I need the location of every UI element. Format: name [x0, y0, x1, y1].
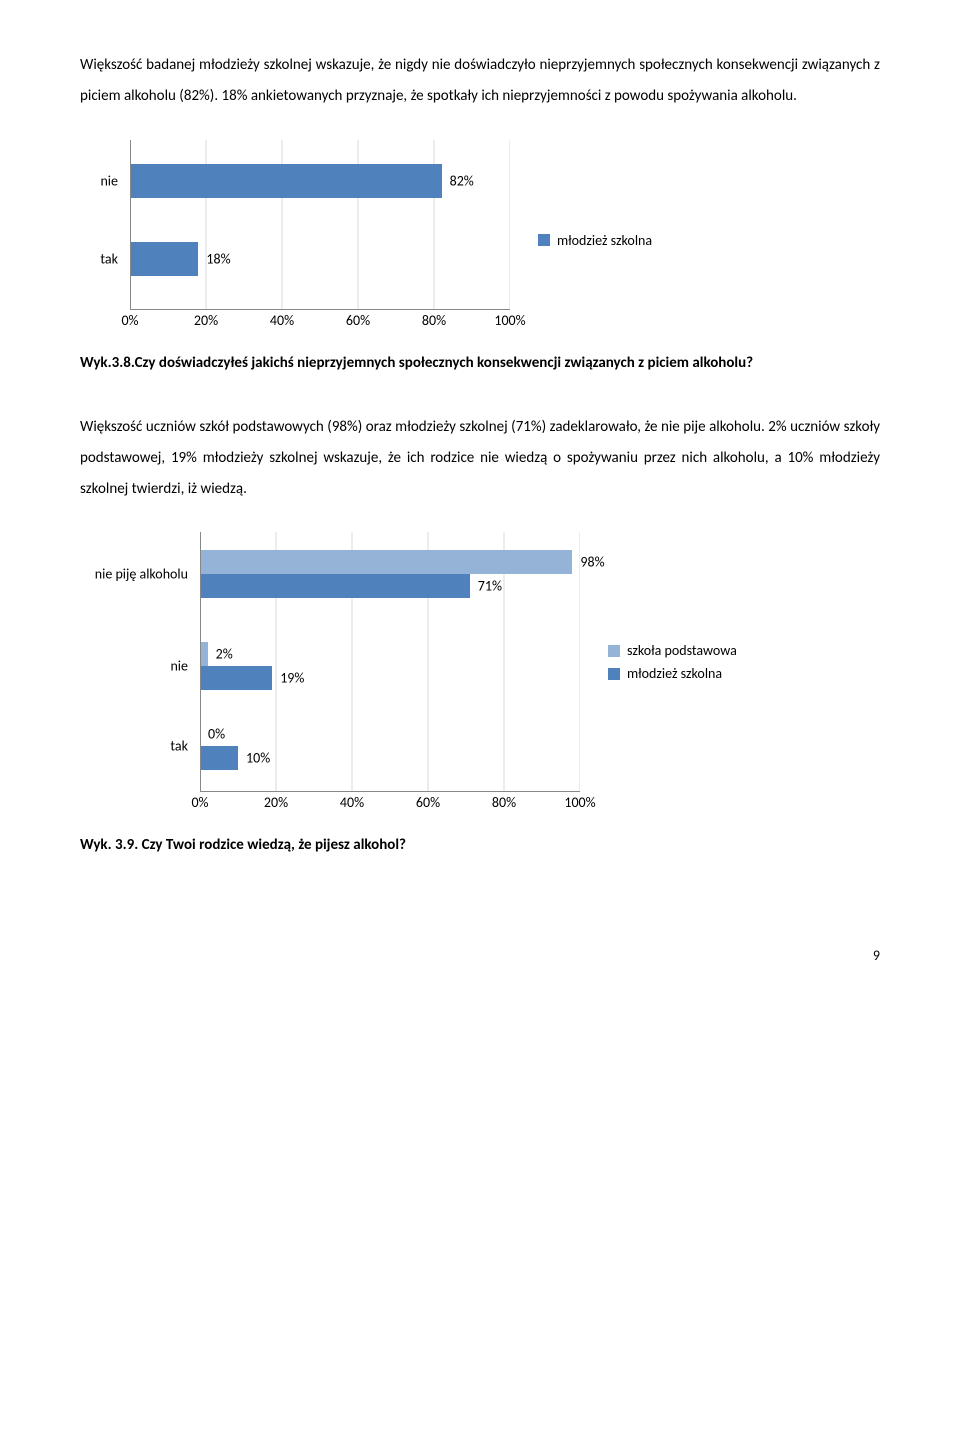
bar-group: nie piję alkoholu 98% 71%	[200, 550, 580, 598]
legend-label: młodzież szkolna	[627, 665, 722, 682]
value-label: 71%	[478, 578, 502, 595]
category-label: nie piję alkoholu	[95, 566, 200, 583]
bar: 10%	[200, 746, 580, 770]
x-tick: 80%	[492, 794, 516, 811]
category-label: tak	[100, 250, 130, 267]
bar-fill	[130, 164, 442, 198]
x-tick: 40%	[270, 312, 294, 329]
category-label: nie	[100, 172, 130, 189]
chart-2-caption: Wyk. 3.9. Czy Twoi rodzice wiedzą, że pi…	[80, 834, 880, 857]
paragraph-1: Większość badanej młodzieży szkolnej wsk…	[80, 50, 880, 112]
legend-item: młodzież szkolna	[538, 232, 652, 249]
bar-group: tak 0% 10%	[200, 722, 580, 770]
bar-fill	[200, 574, 470, 598]
value-label: 10%	[246, 750, 270, 767]
legend-swatch	[608, 645, 620, 657]
legend-item: młodzież szkolna	[608, 665, 737, 682]
x-tick: 20%	[194, 312, 218, 329]
bar-fill	[200, 550, 572, 574]
category-label: tak	[170, 738, 200, 755]
legend: szkoła podstawowa młodzież szkolna	[608, 642, 737, 688]
legend-label: szkoła podstawowa	[627, 642, 737, 659]
x-tick: 20%	[264, 794, 288, 811]
paragraph-2: Większość uczniów szkół podstawowych (98…	[80, 412, 880, 504]
bar: tak 18%	[130, 242, 510, 276]
value-label: 0%	[208, 726, 225, 743]
value-label: 82%	[450, 172, 474, 189]
bar-fill	[130, 242, 198, 276]
bar-fill	[200, 746, 238, 770]
bar-group: nie 2% 19%	[200, 642, 580, 690]
chart-1: nie 82% tak 18% młodzież szkolna 0% 20% 40…	[80, 140, 880, 334]
x-tick: 60%	[346, 312, 370, 329]
legend: młodzież szkolna	[538, 232, 652, 255]
value-label: 2%	[216, 646, 233, 663]
bar: 0%	[200, 722, 580, 746]
bar: nie 82%	[130, 164, 510, 198]
x-tick: 40%	[340, 794, 364, 811]
category-label: nie	[170, 658, 200, 675]
value-label: 18%	[206, 250, 230, 267]
value-label: 98%	[580, 554, 604, 571]
x-tick: 80%	[422, 312, 446, 329]
bar: 2%	[200, 642, 580, 666]
page-number: 9	[80, 947, 880, 964]
bar-fill	[200, 642, 208, 666]
bar-fill	[200, 666, 272, 690]
legend-label: młodzież szkolna	[557, 232, 652, 249]
x-tick: 100%	[494, 312, 525, 329]
x-tick: 0%	[121, 312, 138, 329]
value-label: 19%	[280, 670, 304, 687]
legend-swatch	[608, 668, 620, 680]
legend-item: szkoła podstawowa	[608, 642, 737, 659]
bar: 98%	[200, 550, 580, 574]
x-tick: 60%	[416, 794, 440, 811]
x-tick: 0%	[191, 794, 208, 811]
legend-swatch	[538, 234, 550, 246]
chart-2: nie piję alkoholu 98% 71% nie 2% 19% tak…	[80, 532, 880, 816]
bar: 19%	[200, 666, 580, 690]
chart-1-caption: Wyk.3.8.Czy doświadczyłeś jakichś nieprz…	[80, 352, 880, 375]
bar: 71%	[200, 574, 580, 598]
x-tick: 100%	[564, 794, 595, 811]
